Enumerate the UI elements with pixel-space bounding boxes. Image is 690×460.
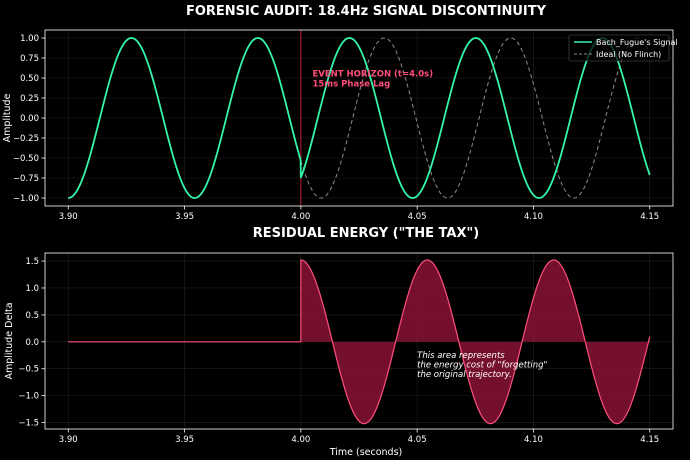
legend-label-ideal: Ideal (No Flinch) [596, 50, 661, 59]
signal-chart: FORENSIC AUDIT: 18.4Hz SIGNAL DISCONTINU… [2, 4, 678, 222]
y-tick-label: 0.0 [25, 338, 39, 348]
signal-chart-legend: Bach_Fugue's Signal Ideal (No Flinch) [568, 34, 678, 62]
residual-chart-yticks: 1.5 1.0 0.5 0.0 −0.5 −1.0 −1.5 [18, 257, 45, 429]
y-tick-label: −0.50 [13, 154, 39, 164]
legend-label-signal: Bach_Fugue's Signal [596, 38, 678, 47]
series-signal-line [68, 37, 651, 199]
x-tick-label: 4.10 [524, 212, 543, 222]
y-tick-label: 1.00 [20, 34, 39, 44]
y-tick-label: 0.75 [20, 54, 39, 64]
residual-chart-xlabel: Time (seconds) [329, 447, 403, 458]
residual-chart-ylabel: Amplitude Delta [4, 302, 15, 379]
y-tick-label: 1.5 [25, 257, 39, 267]
x-tick-label: 4.10 [524, 435, 543, 445]
series-ideal-line [300, 37, 651, 199]
signal-chart-annotations: EVENT HORIZON (t=4.0s)15ms Phase Lag [312, 70, 433, 90]
x-tick-label: 4.00 [291, 212, 310, 222]
residual-area-fill [300, 260, 650, 424]
signal-chart-xticks: 3.90 3.95 4.00 4.05 4.10 4.15 [59, 206, 659, 222]
signal-chart-lines [68, 30, 651, 206]
x-tick-label: 4.15 [640, 212, 659, 222]
residual-chart-xticks: 3.90 3.95 4.00 4.05 4.10 4.15 [59, 429, 659, 445]
residual-annotation-line: the energy cost of "forgetting" [417, 360, 547, 370]
signal-chart-title: FORENSIC AUDIT: 18.4Hz SIGNAL DISCONTINU… [186, 4, 547, 19]
x-tick-label: 3.90 [59, 435, 78, 445]
y-tick-label: 0.50 [20, 74, 39, 84]
signal-chart-grid [45, 30, 673, 206]
residual-annotation-line: This area represents [417, 351, 505, 361]
y-tick-label: 0.5 [25, 311, 39, 321]
x-tick-label: 4.05 [408, 435, 427, 445]
y-tick-label: −0.5 [18, 365, 39, 375]
y-tick-label: 1.0 [25, 284, 39, 294]
x-tick-label: 4.05 [408, 212, 427, 222]
y-tick-label: −1.5 [18, 419, 39, 429]
y-tick-label: 0.25 [20, 94, 39, 104]
y-tick-label: −0.25 [13, 134, 39, 144]
x-tick-label: 4.15 [640, 435, 659, 445]
x-tick-label: 3.95 [175, 212, 194, 222]
signal-chart-ylabel: Amplitude [2, 94, 13, 143]
y-tick-label: −0.75 [13, 174, 39, 184]
residual-annotation-line: the original trajectory. [417, 370, 512, 380]
x-tick-label: 3.95 [175, 435, 194, 445]
event-annotation-line: 15ms Phase Lag [312, 80, 390, 90]
y-tick-label: −1.0 [18, 392, 39, 402]
event-annotation-line: EVENT HORIZON (t=4.0s) [312, 70, 433, 80]
residual-line [68, 259, 651, 425]
y-tick-label: 0.00 [20, 114, 39, 124]
legend-box [568, 34, 670, 62]
residual-chart-area [68, 259, 651, 425]
y-tick-label: −1.00 [13, 194, 39, 204]
signal-chart-frame [44, 29, 674, 207]
x-tick-label: 3.90 [59, 212, 78, 222]
residual-chart: RESIDUAL ENERGY ("THE TAX") Amplitude De… [4, 226, 674, 458]
x-tick-label: 4.00 [291, 435, 310, 445]
residual-chart-title: RESIDUAL ENERGY ("THE TAX") [253, 226, 479, 241]
signal-chart-yticks: 1.00 0.75 0.50 0.25 0.00 −0.25 −0.50 −0.75 −1.00 [13, 34, 45, 204]
residual-chart-frame [44, 252, 674, 430]
